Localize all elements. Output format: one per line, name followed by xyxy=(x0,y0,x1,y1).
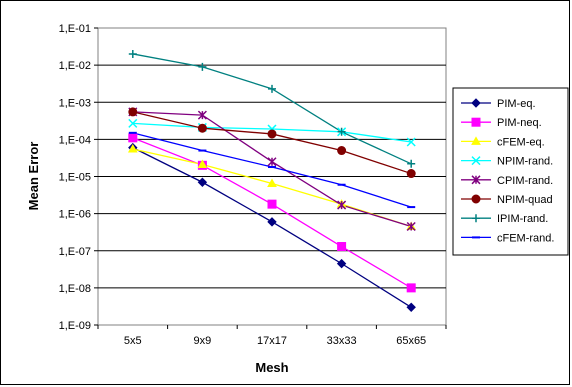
data-point xyxy=(337,127,346,136)
data-point xyxy=(337,146,347,156)
y-tick-label: 1,E-02 xyxy=(59,60,91,72)
legend-swatch-marker xyxy=(471,175,481,185)
data-point xyxy=(267,178,277,187)
data-point xyxy=(406,169,416,179)
data-point xyxy=(267,199,277,209)
legend-swatch-marker xyxy=(471,98,481,108)
legend: PIM-eq. PIM-neq. cFEM-eq. NPIM-rand. CPIM-ra… xyxy=(452,87,569,256)
y-tick-label: 1,E-03 xyxy=(59,97,91,109)
data-point xyxy=(197,110,207,120)
series-markers xyxy=(127,49,417,312)
data-point xyxy=(337,200,347,210)
data-point xyxy=(197,123,207,133)
legend-box xyxy=(452,87,569,256)
y-tick-label: 1,E-08 xyxy=(59,283,91,295)
data-point xyxy=(128,133,138,143)
data-point xyxy=(197,159,208,169)
x-tick-label: 17x17 xyxy=(257,335,287,347)
x-tick-label: 33x33 xyxy=(327,335,357,347)
data-point xyxy=(337,242,347,252)
legend-label: cFEM-rand. xyxy=(497,232,554,244)
legend-label: PIM-neq. xyxy=(497,117,542,129)
x-tick-label: 9x9 xyxy=(194,335,212,347)
x-axis-ticks: 5x5 9x9 17x17 33x33 65x65 xyxy=(97,325,447,347)
y-tick-label: 1,E-09 xyxy=(59,320,91,332)
legend-label: NPIM-rand. xyxy=(497,156,553,168)
legend-label: NPIM-quad xyxy=(497,194,553,206)
legend-swatch-marker xyxy=(471,136,481,145)
legend-swatch-marker xyxy=(472,214,480,223)
data-point xyxy=(128,118,138,128)
data-point xyxy=(197,177,208,187)
data-point xyxy=(128,107,138,117)
data-point xyxy=(407,159,416,168)
legend-label: IPIM-rand. xyxy=(497,213,548,225)
y-tick-label: 1,E-05 xyxy=(59,172,91,184)
data-point xyxy=(406,137,416,147)
x-axis-title: Mesh xyxy=(255,360,288,375)
y-tick-label: 1,E-04 xyxy=(59,134,91,146)
legend-swatch-marker xyxy=(471,156,481,166)
y-tick-label: 1,E-07 xyxy=(59,246,91,258)
data-point xyxy=(267,157,277,167)
data-point xyxy=(268,84,276,93)
data-point xyxy=(406,302,416,312)
data-point xyxy=(267,217,277,227)
data-point xyxy=(406,221,416,232)
data-point xyxy=(128,49,137,58)
data-point xyxy=(198,62,207,71)
y-tick-label: 1,E-01 xyxy=(59,23,91,35)
legend-label: PIM-eq. xyxy=(497,98,536,110)
x-tick-label: 5x5 xyxy=(124,335,142,347)
x-tick-label: 65x65 xyxy=(396,335,426,347)
legend-label: CPIM-rand. xyxy=(497,175,553,187)
y-axis-ticks: 1,E-09 1,E-08 1,E-07 1,E-06 1,E-05 1,E-04 1,E-… xyxy=(59,23,98,332)
data-point xyxy=(267,129,277,139)
data-point xyxy=(406,283,416,293)
legend-swatch-marker xyxy=(471,117,481,127)
data-point xyxy=(127,144,138,153)
legend-label: cFEM-eq. xyxy=(497,136,545,148)
y-axis-title: Mean Error xyxy=(26,142,41,211)
legend-swatch-marker xyxy=(471,194,481,204)
data-point xyxy=(336,258,347,269)
y-tick-label: 1,E-06 xyxy=(59,209,91,221)
